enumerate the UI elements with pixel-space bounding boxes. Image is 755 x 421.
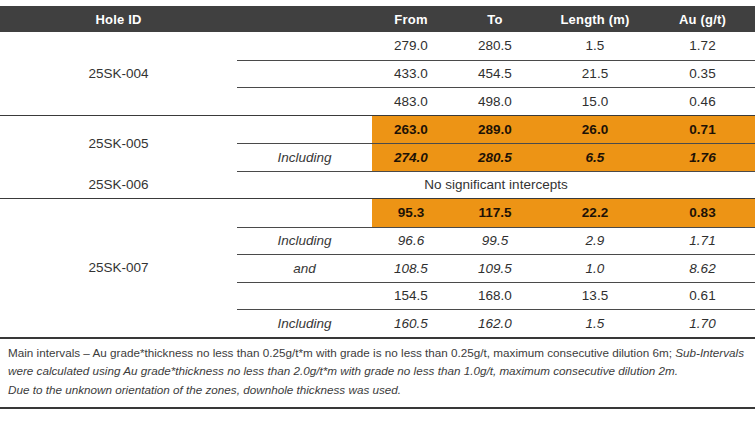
col-header-from: From [372, 12, 450, 27]
from-cell: 95.3 [372, 199, 450, 227]
hole-id-cell: 25SK-006 [0, 171, 237, 199]
no-intercepts-message: No significant intercepts [237, 172, 755, 199]
table-row-highlighted: 95.3 117.5 22.2 0.83 [237, 199, 755, 227]
length-cell: 1.0 [540, 255, 650, 282]
col-header-hole-id: Hole ID [0, 12, 237, 27]
table-row-no-intercepts: No significant intercepts [237, 171, 755, 199]
to-cell: 162.0 [450, 310, 540, 337]
col-header-au: Au (g/t) [650, 12, 755, 27]
table-row: 433.0 454.5 21.5 0.35 [237, 60, 755, 88]
from-cell: 160.5 [372, 310, 450, 337]
table-header: Hole ID From To Length (m) Au (g/t) [0, 6, 755, 32]
from-cell: 154.5 [372, 283, 450, 310]
length-cell: 13.5 [540, 283, 650, 310]
to-cell: 99.5 [450, 228, 540, 255]
au-cell: 0.71 [650, 116, 755, 144]
au-cell: 1.71 [650, 228, 755, 255]
col-header-length: Length (m) [540, 12, 650, 27]
length-cell: 22.2 [540, 199, 650, 227]
hole-id-cell: 25SK-005 [0, 116, 237, 171]
footnotes: Main intervals – Au grade*thickness no l… [0, 339, 755, 409]
to-cell: 168.0 [450, 283, 540, 310]
interval-label [237, 199, 372, 227]
table-row-including: Including 96.6 99.5 2.9 1.71 [237, 227, 755, 255]
to-cell: 109.5 [450, 255, 540, 282]
footnote-main-intervals: Main intervals – Au grade*thickness no l… [8, 346, 675, 359]
to-cell: 280.5 [450, 144, 540, 171]
to-cell: 289.0 [450, 116, 540, 144]
hole-group-25sk-007: 25SK-007 95.3 117.5 22.2 0.83 Including … [0, 198, 755, 337]
table-row: 279.0 280.5 1.5 1.72 [237, 32, 755, 60]
au-cell: 1.72 [650, 32, 755, 60]
footnote-orientation: Due to the unknown orientation of the zo… [8, 381, 746, 400]
length-cell: 6.5 [540, 144, 650, 171]
to-cell: 454.5 [450, 61, 540, 88]
au-cell: 0.61 [650, 283, 755, 310]
from-cell: 96.6 [372, 228, 450, 255]
footnote-methodology: Main intervals – Au grade*thickness no l… [8, 344, 746, 381]
hole-group-25sk-004: 25SK-004 279.0 280.5 1.5 1.72 433.0 454.… [0, 32, 755, 115]
interval-label [237, 116, 372, 144]
table-row-including: Including 160.5 162.0 1.5 1.70 [237, 309, 755, 337]
interval-label: Including [237, 228, 372, 255]
interval-label [237, 61, 372, 88]
interval-label: Including [237, 144, 372, 171]
hole-id-cell: 25SK-007 [0, 199, 237, 337]
table-row-highlighted-including: Including 274.0 280.5 6.5 1.76 [237, 143, 755, 171]
from-cell: 108.5 [372, 255, 450, 282]
hole-group-25sk-005: 25SK-005 263.0 289.0 26.0 0.71 Including… [0, 115, 755, 171]
drill-results-table-page: Hole ID From To Length (m) Au (g/t) 25SK… [0, 0, 755, 409]
table-row: 154.5 168.0 13.5 0.61 [237, 282, 755, 310]
from-cell: 263.0 [372, 116, 450, 144]
au-cell: 0.46 [650, 88, 755, 115]
length-cell: 15.0 [540, 88, 650, 115]
to-cell: 280.5 [450, 32, 540, 60]
hole-id-cell: 25SK-004 [0, 32, 237, 115]
au-cell: 1.76 [650, 144, 755, 171]
from-cell: 433.0 [372, 61, 450, 88]
interval-label: Including [237, 310, 372, 337]
table-body: 25SK-004 279.0 280.5 1.5 1.72 433.0 454.… [0, 32, 755, 339]
interval-label [237, 283, 372, 310]
to-cell: 117.5 [450, 199, 540, 227]
length-cell: 2.9 [540, 228, 650, 255]
length-cell: 26.0 [540, 116, 650, 144]
hole-group-25sk-006: 25SK-006 No significant intercepts [0, 171, 755, 199]
from-cell: 274.0 [372, 144, 450, 171]
length-cell: 1.5 [540, 32, 650, 60]
au-cell: 8.62 [650, 255, 755, 282]
from-cell: 483.0 [372, 88, 450, 115]
to-cell: 498.0 [450, 88, 540, 115]
table-row-and: and 108.5 109.5 1.0 8.62 [237, 254, 755, 282]
interval-label [237, 32, 372, 60]
au-cell: 0.83 [650, 199, 755, 227]
interval-label: and [237, 255, 372, 282]
length-cell: 21.5 [540, 61, 650, 88]
length-cell: 1.5 [540, 310, 650, 337]
au-cell: 1.70 [650, 310, 755, 337]
au-cell: 0.35 [650, 61, 755, 88]
col-header-to: To [450, 12, 540, 27]
table-row-highlighted: 263.0 289.0 26.0 0.71 [237, 116, 755, 144]
table-row: 483.0 498.0 15.0 0.46 [237, 87, 755, 115]
from-cell: 279.0 [372, 32, 450, 60]
interval-label [237, 88, 372, 115]
